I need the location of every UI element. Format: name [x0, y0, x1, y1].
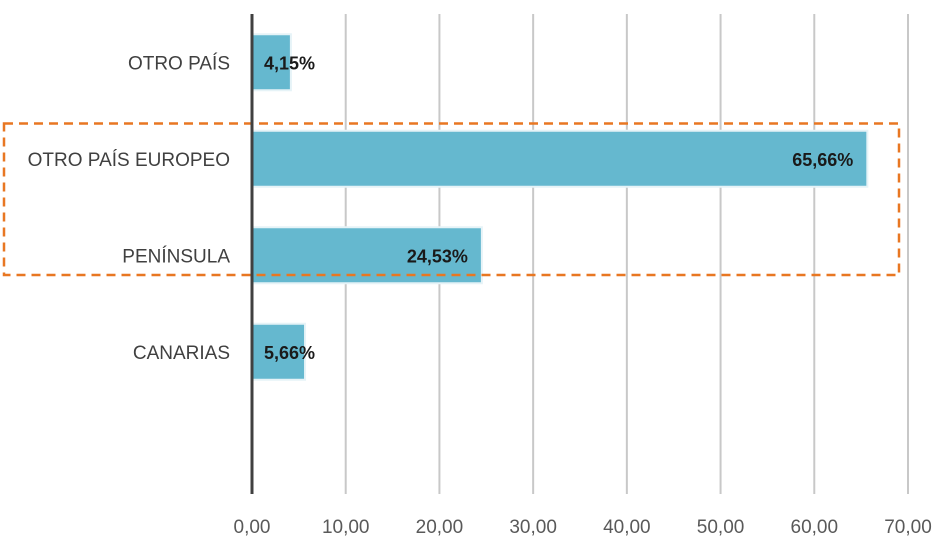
- category-labels: OTRO PAÍS OTRO PAÍS EUROPEO PENÍNSULA CANAR…: [28, 53, 231, 364]
- x-tick-label: 50,00: [697, 517, 745, 538]
- x-tick-label: 20,00: [416, 517, 464, 538]
- x-tick-label: 60,00: [791, 517, 839, 538]
- x-tick-label: 10,00: [322, 517, 370, 538]
- category-label: CANARIAS: [133, 343, 230, 364]
- data-label: 5,66%: [264, 343, 315, 363]
- bars: [252, 34, 867, 380]
- x-tick-labels: 0,00 10,00 20,00 30,00 40,00 50,00 60,00 70,00: [234, 517, 932, 538]
- category-label: PENÍNSULA: [122, 246, 230, 267]
- data-labels: 4,15% 65,66% 24,53% 5,66%: [264, 53, 853, 363]
- data-label: 65,66%: [792, 150, 853, 170]
- x-tick-label: 70,00: [884, 517, 932, 538]
- data-label: 4,15%: [264, 53, 315, 73]
- category-label: OTRO PAÍS: [128, 53, 230, 74]
- x-tick-label: 30,00: [509, 517, 557, 538]
- x-tick-label: 0,00: [234, 517, 271, 538]
- bar: [252, 131, 867, 187]
- category-label: OTRO PAÍS EUROPEO: [28, 150, 230, 171]
- data-label: 24,53%: [407, 246, 468, 266]
- x-tick-label: 40,00: [603, 517, 651, 538]
